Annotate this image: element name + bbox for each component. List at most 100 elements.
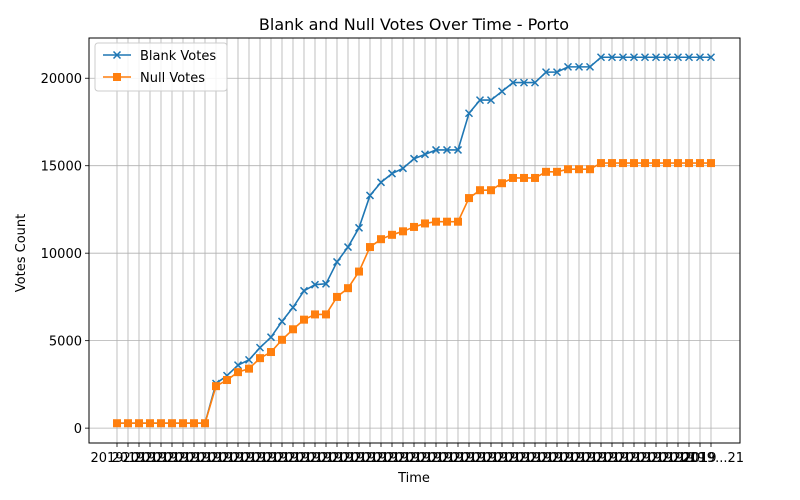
data-point-null-votes (454, 217, 462, 226)
legend-entry-blank-votes: Blank Votes (103, 49, 216, 64)
x-tick-label: 2019 (353, 451, 386, 466)
data-point-null-votes (146, 419, 154, 428)
data-point-null-votes (223, 376, 231, 385)
data-point-null-votes (685, 159, 693, 168)
data-point-null-votes (531, 173, 539, 182)
data-point-null-votes (300, 315, 308, 324)
x-tick-label: 2019 (551, 451, 584, 466)
x-tick-label: 2019 (672, 451, 705, 466)
x-tick-label: 2019 (342, 451, 375, 466)
data-point-blank-votes (651, 53, 661, 62)
x-tick-label: 2019 (265, 451, 298, 466)
data-point-blank-votes (486, 96, 496, 105)
x-tick-label: 2019 (397, 451, 430, 466)
x-tick-label: 2019 (243, 451, 276, 466)
data-point-null-votes (432, 217, 440, 226)
data-point-blank-votes (299, 286, 309, 295)
legend-marker-blank-votes (112, 50, 122, 60)
x-tick-label-last: 2019...21 (682, 451, 744, 466)
data-point-null-votes (641, 159, 649, 168)
data-point-null-votes (113, 419, 121, 428)
data-point-blank-votes (475, 96, 485, 105)
data-point-null-votes (278, 335, 286, 344)
x-tick-label: 2019 (485, 451, 518, 466)
x-tick-label: 2019 (463, 451, 496, 466)
data-point-blank-votes (618, 53, 628, 62)
x-tick-label: 2019 (133, 451, 166, 466)
axes-frame (88, 37, 741, 444)
data-point-null-votes (289, 325, 297, 334)
x-tick-label: 2019 (474, 451, 507, 466)
data-point-null-votes (696, 159, 704, 168)
data-point-blank-votes (365, 191, 375, 200)
data-point-blank-votes (387, 169, 397, 178)
data-point-blank-votes (310, 280, 320, 289)
data-point-null-votes (135, 419, 143, 428)
x-tick-label: 2019 (210, 451, 243, 466)
data-point-null-votes (388, 230, 396, 239)
x-tick-label: 2019 (529, 451, 562, 466)
data-point-blank-votes (376, 178, 386, 187)
x-tick-label: 2019 (298, 451, 331, 466)
data-point-blank-votes (343, 243, 353, 252)
data-point-blank-votes (596, 53, 606, 62)
data-point-null-votes (564, 165, 572, 174)
data-point-null-votes (267, 348, 275, 357)
data-point-blank-votes (706, 53, 716, 62)
data-point-blank-votes (409, 154, 419, 163)
x-tick-label: 2019 (166, 451, 199, 466)
data-point-null-votes (542, 167, 550, 176)
x-tick-label: 2019 (606, 451, 639, 466)
x-tick-label: 2019 (221, 451, 254, 466)
data-point-null-votes (619, 159, 627, 168)
data-point-blank-votes (420, 150, 430, 159)
y-tick-label: 0 (74, 422, 82, 437)
legend-entry-null-votes: Null Votes (103, 71, 205, 86)
chart-title: Blank and Null Votes Over Time - Porto (259, 15, 569, 34)
data-point-blank-votes (244, 355, 254, 364)
x-tick-label: 2019 (408, 451, 441, 466)
x-tick-label: 2019 (683, 451, 716, 466)
x-tick-label: 2019 (573, 451, 606, 466)
x-tick-label: 2019 (309, 451, 342, 466)
data-point-blank-votes (354, 223, 364, 232)
data-point-blank-votes (288, 303, 298, 312)
data-point-blank-votes (684, 53, 694, 62)
x-tick-label-first: 2019 (90, 451, 123, 466)
x-tick-label: 2019 (199, 451, 232, 466)
data-point-blank-votes (585, 62, 595, 71)
x-tick-label: 2019 (430, 451, 463, 466)
data-point-null-votes (597, 159, 605, 168)
data-point-null-votes (333, 292, 341, 301)
x-tick-label: 2019 (540, 451, 573, 466)
data-point-null-votes (707, 159, 715, 168)
data-point-blank-votes (266, 333, 276, 342)
x-tick-label: 2019 (419, 451, 452, 466)
data-point-blank-votes (541, 68, 551, 77)
legend: Blank Votes Null Votes (94, 42, 228, 92)
y-tick-label: 20000 (41, 72, 82, 87)
data-point-null-votes (234, 368, 242, 377)
x-tick-label: 2019 (628, 451, 661, 466)
data-point-null-votes (366, 243, 374, 252)
data-point-blank-votes (497, 87, 507, 96)
data-point-blank-votes (607, 53, 617, 62)
data-point-null-votes (443, 217, 451, 226)
data-point-null-votes (608, 159, 616, 168)
data-point-blank-votes (662, 53, 672, 62)
data-point-null-votes (520, 173, 528, 182)
x-tick-label: 2019 (496, 451, 529, 466)
data-point-blank-votes (442, 145, 452, 154)
data-point-blank-votes (519, 78, 529, 87)
data-point-null-votes (179, 419, 187, 428)
data-point-blank-votes (321, 279, 331, 288)
data-point-blank-votes (629, 53, 639, 62)
data-point-null-votes (663, 159, 671, 168)
series-null-votes (113, 159, 715, 428)
data-point-null-votes (124, 419, 132, 428)
x-tick-label: 2019 (188, 451, 221, 466)
data-point-null-votes (201, 419, 209, 428)
y-axis-label: Votes Count (14, 214, 29, 292)
x-tick-label: 2019 (331, 451, 364, 466)
